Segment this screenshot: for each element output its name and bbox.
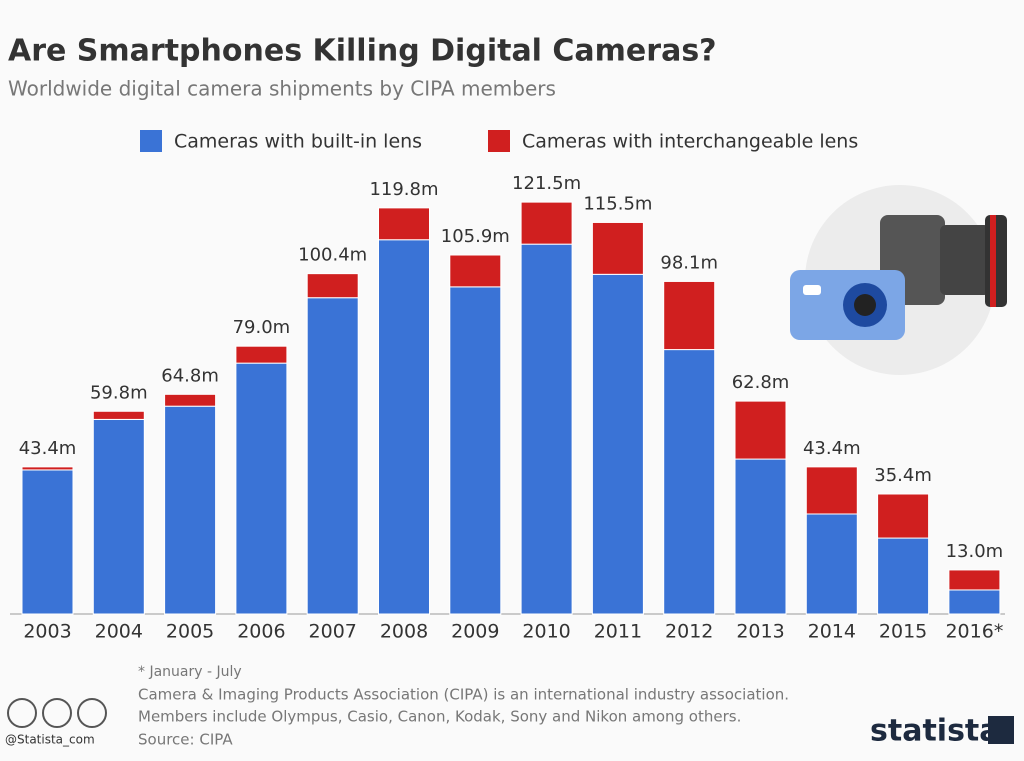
x-tick-label: 2005 xyxy=(166,621,214,643)
bar-segment xyxy=(449,254,502,288)
note: Camera & Imaging Products Association (C… xyxy=(138,686,789,704)
bar-segment xyxy=(877,537,930,615)
bar-segment xyxy=(235,362,288,615)
chart-title: Are Smartphones Killing Digital Cameras? xyxy=(8,34,717,69)
x-tick-label: 2006 xyxy=(237,621,285,643)
bar-segment xyxy=(92,418,145,615)
x-tick-label: 2013 xyxy=(736,621,784,643)
bar-segment xyxy=(164,405,217,615)
total-label: 35.4m xyxy=(874,465,932,486)
total-label: 119.8m xyxy=(369,179,438,200)
footnote: * January - July xyxy=(138,664,242,680)
bar-segment xyxy=(877,493,930,539)
bar-segment xyxy=(734,400,787,460)
bar-segment xyxy=(21,469,74,615)
source: Source: CIPA xyxy=(138,731,233,749)
legend-swatch xyxy=(140,130,162,152)
bar-segment xyxy=(805,513,858,615)
total-label: 100.4m xyxy=(298,245,367,266)
legend-swatch xyxy=(488,130,510,152)
x-tick-label: 2004 xyxy=(95,621,143,643)
bar-segment xyxy=(663,280,716,351)
total-label: 13.0m xyxy=(946,541,1004,562)
bar-segment xyxy=(235,345,288,364)
bar-segment xyxy=(520,201,573,245)
bar-segment xyxy=(378,207,430,241)
note: Members include Olympus, Casio, Canon, K… xyxy=(138,708,741,726)
bar-segment xyxy=(449,286,502,615)
bar-segment xyxy=(591,273,644,615)
bar-segment xyxy=(92,410,145,420)
brand: statista xyxy=(870,714,1000,749)
x-tick-label: 2015 xyxy=(879,621,927,643)
total-label: 64.8m xyxy=(161,365,219,386)
camera-icon xyxy=(790,185,1007,375)
bar-segment xyxy=(663,349,716,615)
total-label: 62.8m xyxy=(732,372,790,393)
total-label: 105.9m xyxy=(441,226,510,247)
bar-segment xyxy=(306,297,359,615)
chart-subtitle: Worldwide digital camera shipments by CI… xyxy=(8,77,556,101)
x-tick-label: 2010 xyxy=(522,621,570,643)
bar-segment xyxy=(520,243,573,615)
bar-segment xyxy=(306,273,359,299)
x-tick-label: 2014 xyxy=(808,621,856,643)
handle: @Statista_com xyxy=(5,733,95,747)
x-tick-label: 2016* xyxy=(945,621,1003,643)
total-label: 121.5m xyxy=(512,173,581,194)
x-tick-label: 2011 xyxy=(594,621,642,643)
bar-segment xyxy=(378,239,430,615)
bar-segment xyxy=(21,466,74,471)
x-tick-label: 2003 xyxy=(23,621,71,643)
bar-segment xyxy=(948,569,1001,591)
cc-icons xyxy=(7,698,107,728)
total-label: 43.4m xyxy=(803,438,861,459)
total-label: 115.5m xyxy=(583,193,652,214)
bar-segment xyxy=(805,466,858,515)
brand-mark xyxy=(988,716,1014,744)
legend-label: Cameras with built-in lens xyxy=(174,131,422,153)
total-label: 79.0m xyxy=(233,317,291,338)
x-tick-label: 2009 xyxy=(451,621,499,643)
legend-label: Cameras with interchangeable lens xyxy=(522,131,858,153)
x-tick-label: 2007 xyxy=(309,621,357,643)
bar-segment xyxy=(948,589,1001,615)
total-label: 98.1m xyxy=(660,252,718,273)
x-tick-label: 2008 xyxy=(380,621,428,643)
x-tick-label: 2012 xyxy=(665,621,713,643)
bar-segment xyxy=(164,393,217,407)
total-label: 43.4m xyxy=(19,438,77,459)
total-label: 59.8m xyxy=(90,382,148,403)
bar-segment xyxy=(734,458,787,615)
bar-segment xyxy=(591,221,644,275)
